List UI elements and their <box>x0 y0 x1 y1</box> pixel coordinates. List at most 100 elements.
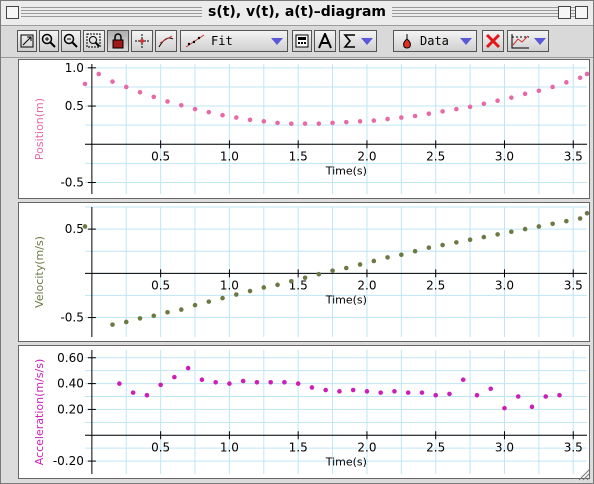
data-point <box>426 245 432 250</box>
window-title-wrap: s(t), v(t), a(t)–diagram <box>1 4 593 20</box>
autoscale-button[interactable] <box>17 30 37 52</box>
autoscale-icon <box>20 34 34 48</box>
data-point <box>123 84 129 90</box>
data-point <box>137 316 143 321</box>
data-point <box>110 322 115 327</box>
chevron-down-icon <box>534 37 546 45</box>
collapse-box[interactable] <box>575 6 588 19</box>
resize-grip-icon[interactable] <box>577 467 591 481</box>
data-point <box>82 224 88 229</box>
y-tick-label: 0.5 <box>65 222 84 236</box>
data-point <box>502 405 507 411</box>
x-tick-label: 1.0 <box>220 149 239 163</box>
x-tick-label: 1.0 <box>220 440 239 454</box>
data-point <box>302 121 308 126</box>
data-point <box>454 106 459 112</box>
data-point <box>426 111 432 117</box>
data-point <box>495 98 500 104</box>
data-point <box>172 374 177 380</box>
data-point <box>330 120 335 126</box>
data-point <box>289 121 294 126</box>
data-point <box>522 91 528 97</box>
zoom-box-button[interactable] <box>83 30 105 52</box>
x-tick-label: 1.5 <box>289 440 308 454</box>
x-tick-label: 2.0 <box>357 278 376 292</box>
graph-options-dropdown[interactable] <box>507 30 549 52</box>
data-point <box>151 313 157 319</box>
zoom-in-button[interactable] <box>39 30 59 52</box>
data-point <box>233 292 239 297</box>
chevron-down-icon <box>361 37 373 45</box>
data-point <box>247 117 253 123</box>
x-tick-label: 3.5 <box>564 149 583 163</box>
data-point <box>337 389 342 394</box>
x-tick-label: 0.5 <box>151 278 170 292</box>
data-point <box>302 275 308 281</box>
data-point <box>82 81 88 87</box>
x-tick-label: 2.5 <box>426 440 445 454</box>
examine-button[interactable] <box>131 30 153 52</box>
data-point <box>584 210 589 216</box>
delete-button[interactable] <box>482 30 504 52</box>
data-point <box>577 75 583 81</box>
tangent-button[interactable] <box>155 30 177 52</box>
lock-button[interactable] <box>107 30 129 52</box>
data-point <box>316 121 322 126</box>
data-point <box>178 307 184 312</box>
data-point <box>178 102 184 108</box>
data-point <box>515 394 521 399</box>
position-plot[interactable]: 0.5 1.0 1.5 2.0 2.5 3.0 3.5 1.0 0.5 -0.5 Time(s) Po… <box>19 60 589 198</box>
data-drop-icon <box>403 34 411 49</box>
zoom-box[interactable] <box>558 6 571 19</box>
data-point <box>261 285 267 290</box>
sigma-icon <box>343 34 355 48</box>
data-point <box>460 377 466 383</box>
data-point <box>165 309 170 315</box>
data-point <box>412 248 418 254</box>
acceleration-graph[interactable]: 0.5 1.0 1.5 2.0 2.5 3.0 3.5 0.60 0.40 0.20 -0.20 Ti… <box>18 345 590 479</box>
data-point <box>316 271 322 277</box>
velocity-plot[interactable]: 0.5 1.0 1.5 2.0 2.5 3.0 3.50.5-0.5Time(s)Veloc… <box>19 203 589 341</box>
data-point <box>192 302 198 308</box>
data-label: Data <box>420 34 449 48</box>
zoom-box-icon <box>86 33 101 48</box>
title-bar[interactable]: s(t), v(t), a(t)–diagram <box>1 1 593 26</box>
data-point <box>130 390 136 395</box>
data-point <box>522 226 528 232</box>
position-graph[interactable]: 0.5 1.0 1.5 2.0 2.5 3.0 3.5 1.0 0.5 -0.5 Time(s) Po… <box>18 59 590 199</box>
close-box[interactable] <box>6 6 19 19</box>
acceleration-plot[interactable]: 0.5 1.0 1.5 2.0 2.5 3.0 3.5 0.60 0.40 0.20 -0.20 Ti… <box>19 346 589 478</box>
data-point <box>385 116 390 122</box>
data-point <box>467 237 473 243</box>
data-point <box>165 99 170 104</box>
x-axis-label: Time(s) <box>325 455 367 468</box>
data-point <box>392 389 397 394</box>
data-point <box>378 390 383 395</box>
velocity-graph[interactable]: 0.5 1.0 1.5 2.0 2.5 3.0 3.5 0.5 -0.5 Time(s) Veloc… <box>18 202 590 342</box>
data-point <box>557 392 562 398</box>
data-point <box>584 71 589 77</box>
data-point <box>330 268 335 273</box>
calculator-icon <box>295 34 309 48</box>
data-dropdown[interactable]: Data <box>393 30 477 52</box>
data-point <box>206 109 212 115</box>
x-tick-label: 1.0 <box>220 278 239 292</box>
data-point <box>481 101 487 107</box>
zoom-in-icon <box>41 33 56 48</box>
zoom-out-button[interactable] <box>61 30 81 52</box>
data-point <box>233 115 239 120</box>
data-point <box>440 109 445 114</box>
text-button[interactable] <box>314 30 336 52</box>
y-tick-label: 0.20 <box>57 402 84 416</box>
y-tick-label: -0.5 <box>60 176 83 190</box>
data-point <box>509 95 514 100</box>
calculator-button[interactable] <box>292 30 312 52</box>
data-point <box>289 278 294 284</box>
statistics-dropdown[interactable] <box>339 30 377 52</box>
x-tick-label: 0.5 <box>151 149 170 163</box>
data-point <box>123 319 129 325</box>
fit-dropdown[interactable]: Fit <box>180 30 288 52</box>
data-point <box>467 104 473 110</box>
window-title: s(t), v(t), a(t)–diagram <box>202 4 392 20</box>
data-point <box>254 379 260 385</box>
